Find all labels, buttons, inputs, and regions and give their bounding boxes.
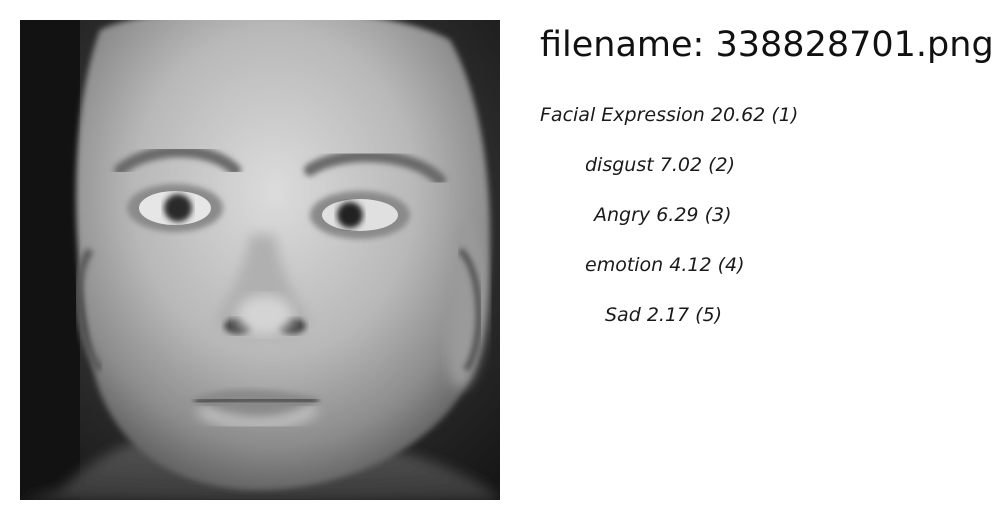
prediction-label: Angry [594, 204, 651, 226]
prediction-row: disgust 7.02 (2) [585, 152, 735, 178]
prediction-row: Angry 6.29 (3) [594, 202, 731, 228]
prediction-label: Sad [605, 304, 641, 326]
prediction-label: Facial Expression [540, 104, 705, 126]
prediction-score: 2.17 [646, 304, 690, 326]
prediction-score: 6.29 [656, 204, 699, 226]
prediction-rank: (2) [708, 154, 736, 176]
prediction-score: 20.62 [710, 104, 766, 126]
face-photo [20, 20, 500, 500]
filename-value: 338828701.png [715, 25, 994, 65]
prediction-row: emotion 4.12 (4) [585, 252, 745, 278]
filename-label: filename: [540, 25, 705, 65]
prediction-rank: (4) [717, 254, 745, 276]
prediction-rank: (5) [695, 304, 723, 326]
prediction-rank: (1) [771, 104, 799, 126]
prediction-rank: (3) [704, 204, 732, 226]
prediction-label: emotion [585, 254, 664, 276]
prediction-score: 4.12 [669, 254, 712, 276]
prediction-row: Sad 2.17 (5) [605, 302, 722, 328]
prediction-score: 7.02 [659, 154, 703, 176]
filename-title: filename: 338828701.png [540, 22, 994, 68]
prediction-row: Facial Expression 20.62 (1) [540, 102, 798, 128]
prediction-label: disgust [585, 154, 654, 176]
face-photo-icon [20, 20, 500, 500]
